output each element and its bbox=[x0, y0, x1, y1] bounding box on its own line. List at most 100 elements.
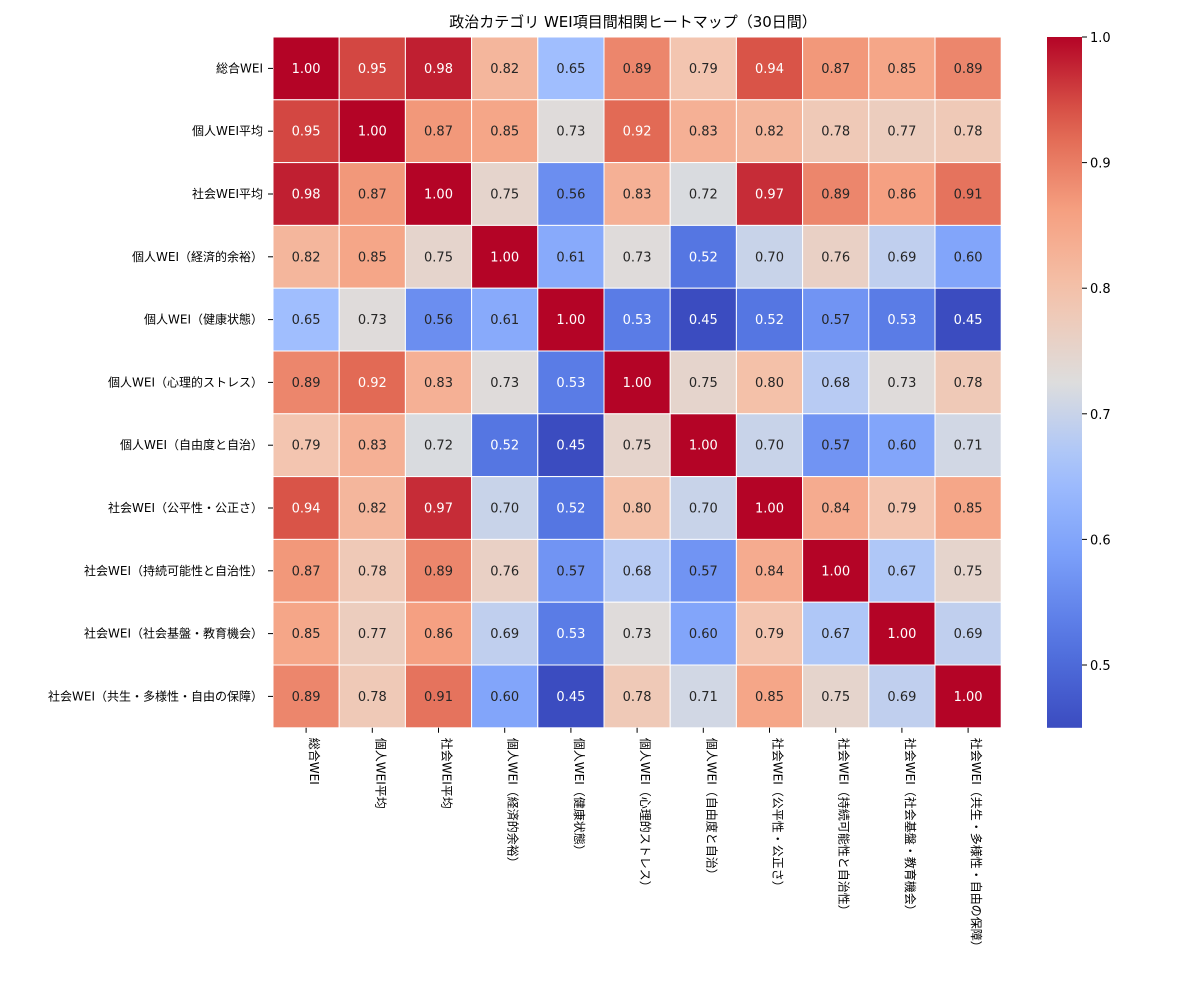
x-tick-label: 個人WEI（自由度と自治） bbox=[704, 738, 719, 881]
cell-value-label: 0.84 bbox=[821, 502, 850, 517]
colorbar-tick-label: 1.0 bbox=[1090, 31, 1111, 46]
cell-value-label: 0.86 bbox=[424, 627, 453, 642]
heatmap-cell bbox=[404, 36, 473, 101]
y-tick-label: 個人WEI（心理的ストレス） bbox=[108, 374, 263, 389]
heatmap-cell bbox=[272, 162, 340, 226]
heatmap-cell bbox=[868, 476, 936, 540]
cell-value-label: 0.76 bbox=[821, 250, 850, 265]
cell-value-label: 0.52 bbox=[556, 502, 585, 517]
heatmap-cell bbox=[471, 476, 539, 540]
cell-value-label: 0.73 bbox=[556, 125, 585, 140]
cell-value-label: 0.76 bbox=[490, 564, 519, 579]
heatmap-cell bbox=[669, 224, 737, 289]
heatmap-cell bbox=[537, 162, 605, 226]
heatmap-cell bbox=[934, 476, 1002, 540]
heatmap-cell bbox=[669, 413, 737, 478]
y-tick-label: 個人WEI（健康状態） bbox=[144, 312, 263, 327]
cell-value-label: 0.97 bbox=[755, 188, 784, 203]
cell-value-label: 0.87 bbox=[821, 62, 850, 77]
y-tick-label: 社会WEI（持続可能性と自治性） bbox=[84, 563, 263, 578]
heatmap-cell bbox=[338, 36, 406, 101]
cell-value-label: 0.73 bbox=[623, 627, 652, 642]
cell-value-label: 0.91 bbox=[954, 188, 983, 203]
x-tick-label: 個人WEI（心理的ストレス） bbox=[638, 738, 653, 893]
y-tick-label: 社会WEI（共生・多様性・自由の保障） bbox=[48, 688, 263, 703]
x-tick-label: 個人WEI（経済的余裕） bbox=[506, 738, 521, 869]
cell-value-label: 0.83 bbox=[623, 188, 652, 203]
cell-value-label: 0.53 bbox=[623, 313, 652, 328]
cell-value-label: 0.57 bbox=[556, 564, 585, 579]
heatmap-cell bbox=[471, 350, 539, 415]
heatmap-cell bbox=[272, 476, 340, 540]
cell-value-label: 0.69 bbox=[490, 627, 519, 642]
y-tick-label: 個人WEI平均 bbox=[192, 124, 263, 138]
heatmap-cell bbox=[603, 601, 671, 666]
cell-value-label: 0.45 bbox=[689, 313, 718, 328]
cell-value-label: 0.60 bbox=[490, 690, 519, 705]
heatmap-cell bbox=[603, 413, 671, 478]
cell-value-label: 1.00 bbox=[755, 502, 784, 517]
cell-value-label: 0.45 bbox=[556, 690, 585, 705]
cell-value-label: 1.00 bbox=[556, 313, 585, 328]
cell-value-label: 0.61 bbox=[556, 250, 585, 265]
heatmap-cell bbox=[537, 287, 605, 352]
chart-title: 政治カテゴリ WEI項目間相関ヒートマップ（30日間） bbox=[449, 13, 817, 31]
heatmap-cell bbox=[735, 99, 804, 164]
heatmap-cell bbox=[868, 287, 936, 352]
cell-value-label: 0.85 bbox=[755, 690, 784, 705]
heatmap-cell bbox=[802, 664, 870, 729]
cell-value-label: 0.91 bbox=[424, 690, 453, 705]
cell-value-label: 0.70 bbox=[755, 250, 784, 265]
cell-value-label: 0.73 bbox=[623, 250, 652, 265]
y-tick-label: 総合WEI bbox=[216, 60, 263, 75]
cell-value-label: 0.85 bbox=[292, 627, 321, 642]
cell-value-label: 0.45 bbox=[556, 439, 585, 454]
cell-value-label: 0.82 bbox=[490, 62, 519, 77]
heatmap-cell bbox=[272, 287, 340, 352]
heatmap-cell bbox=[735, 36, 804, 101]
heatmap-cell bbox=[471, 538, 539, 603]
cell-value-label: 0.73 bbox=[358, 313, 387, 328]
x-tick-label: 個人WEI平均 bbox=[373, 738, 387, 809]
colorbar-tick-label: 0.8 bbox=[1090, 282, 1111, 297]
heatmap-cell bbox=[272, 99, 340, 164]
cell-value-label: 0.98 bbox=[292, 188, 321, 203]
y-tick-label: 社会WEI（社会基盤・教育機会） bbox=[84, 626, 263, 641]
cell-value-label: 0.89 bbox=[292, 690, 321, 705]
heatmap-cell bbox=[603, 476, 671, 540]
cell-value-label: 0.78 bbox=[821, 125, 850, 140]
cell-value-label: 0.57 bbox=[821, 313, 850, 328]
cell-value-label: 0.75 bbox=[689, 376, 718, 391]
colorbar: 0.5 0.6 0.7 0.8 0.9 1.0 bbox=[1047, 31, 1111, 728]
cell-value-label: 0.57 bbox=[821, 439, 850, 454]
heatmap-cell bbox=[802, 413, 870, 478]
cell-value-label: 0.80 bbox=[755, 376, 784, 391]
cell-value-label: 1.00 bbox=[623, 376, 652, 391]
cell-value-label: 0.69 bbox=[887, 250, 916, 265]
cell-value-label: 0.79 bbox=[755, 627, 784, 642]
cell-value-label: 0.89 bbox=[424, 564, 453, 579]
heatmap-cell bbox=[868, 224, 936, 289]
cell-value-label: 0.56 bbox=[424, 313, 453, 328]
heatmap-cell bbox=[868, 664, 936, 729]
heatmap-cell bbox=[802, 162, 870, 226]
x-axis-labels: 総合WEI 個人WEI平均 社会WEI平均 個人WEI（経済的余裕） 個人WEI（健康状… bbox=[305, 727, 984, 953]
heatmap-cell bbox=[868, 36, 936, 101]
cell-value-label: 0.67 bbox=[887, 564, 916, 579]
cell-value-label: 0.70 bbox=[689, 502, 718, 517]
cell-value-label: 0.83 bbox=[424, 376, 453, 391]
heatmap-cell bbox=[802, 99, 870, 164]
cell-value-label: 0.75 bbox=[954, 564, 983, 579]
cell-value-label: 0.94 bbox=[755, 62, 784, 77]
cell-value-label: 0.73 bbox=[490, 376, 519, 391]
y-tick-label: 社会WEI（公平性・公正さ） bbox=[108, 500, 263, 515]
heatmap-cell bbox=[868, 413, 936, 478]
cell-value-label: 0.78 bbox=[623, 690, 652, 705]
heatmap-cell bbox=[868, 538, 936, 603]
heatmap-cell bbox=[934, 664, 1002, 729]
cell-value-label: 0.84 bbox=[755, 564, 784, 579]
cell-value-label: 0.83 bbox=[358, 439, 387, 454]
heatmap-cell bbox=[934, 36, 1002, 101]
